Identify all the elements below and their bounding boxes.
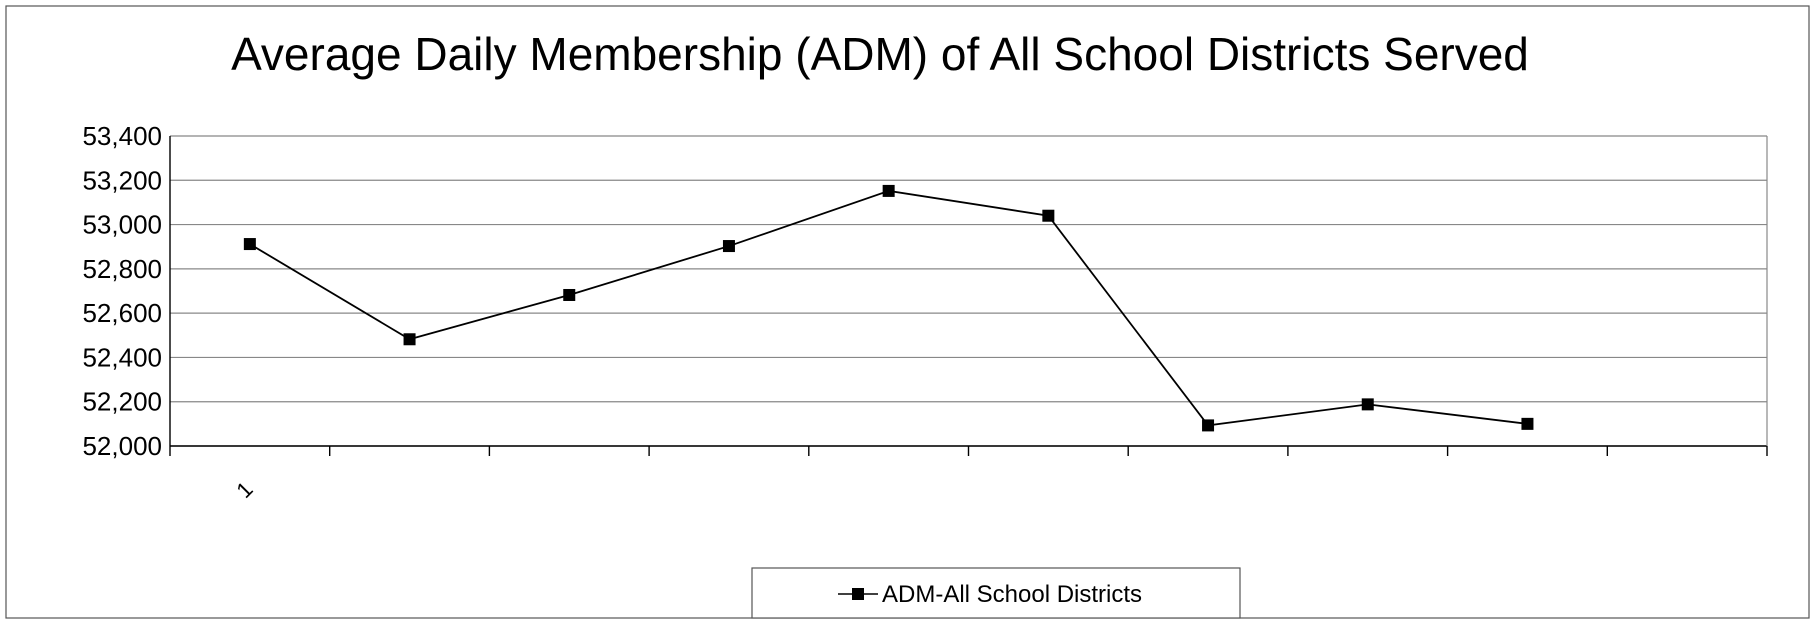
y-tick-label: 53,200 <box>82 165 162 195</box>
data-point <box>1042 209 1055 222</box>
series-layer <box>243 184 1534 432</box>
chart-frame <box>5 5 1810 619</box>
chart-title: Average Daily Membership (ADM) of All Sc… <box>231 28 1529 80</box>
data-point <box>1202 419 1215 432</box>
y-tick-label: 52,000 <box>82 431 162 461</box>
legend-marker-icon <box>852 588 864 600</box>
series-line <box>249 189 1528 427</box>
gridlines <box>170 135 1767 447</box>
legend-box <box>751 567 1241 619</box>
axes <box>169 136 1768 447</box>
y-tick-label: 52,800 <box>82 254 162 284</box>
y-tick-label: 53,000 <box>82 210 162 240</box>
legend: ADM-All School Districts <box>751 567 1241 619</box>
y-tick-label: 52,400 <box>82 342 162 372</box>
data-point <box>722 240 735 253</box>
data-point <box>1521 417 1534 430</box>
x-tick-label: 1 <box>231 477 257 503</box>
data-point <box>1361 398 1374 411</box>
data-point <box>403 333 416 346</box>
y-tick-label: 52,600 <box>82 298 162 328</box>
data-point <box>882 184 895 197</box>
y-tick-label: 52,200 <box>82 387 162 417</box>
x-axis-ticks: 1 <box>169 446 1768 503</box>
y-axis-tick-labels: 52,000 52,200 52,400 52,600 52,800 53,000 53,2… <box>82 121 162 461</box>
data-point <box>243 238 256 251</box>
y-tick-label: 53,400 <box>82 121 162 151</box>
legend-label: ADM-All School Districts <box>882 581 1142 608</box>
data-point <box>563 288 576 301</box>
